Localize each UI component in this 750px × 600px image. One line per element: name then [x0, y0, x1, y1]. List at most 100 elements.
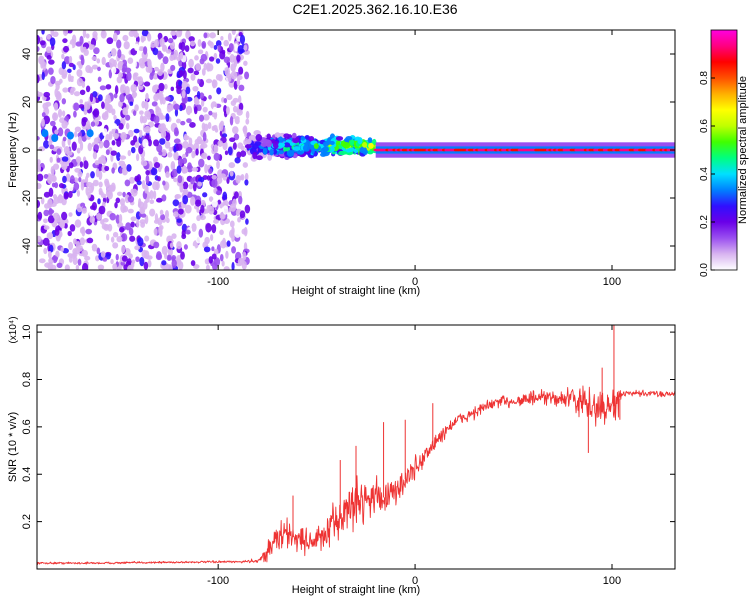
noise-blob — [181, 165, 188, 174]
noise-blob — [102, 257, 108, 262]
noise-blob — [231, 30, 236, 35]
noise-blob — [135, 153, 140, 162]
noise-blob — [43, 174, 49, 179]
noise-blob — [133, 59, 137, 68]
noise-blob — [64, 264, 70, 270]
noise-blob — [202, 132, 207, 142]
colorbar-ticks: 0.0 0.2 0.4 0.6 0.8 — [699, 71, 715, 277]
noise-blob — [77, 135, 82, 144]
noise-blob — [68, 44, 73, 51]
noise-blob — [230, 71, 238, 80]
noise-blob — [121, 166, 128, 176]
noise-blob — [190, 196, 196, 206]
noise-blob — [192, 85, 199, 92]
noise-blob — [147, 259, 152, 268]
noise-blob — [244, 179, 249, 186]
noise-blob — [153, 139, 160, 147]
noise-blob — [176, 241, 182, 250]
noise-blob — [166, 104, 172, 113]
noise-blob — [165, 113, 170, 122]
noise-blob — [141, 36, 147, 42]
noise-blob — [203, 123, 209, 132]
noise-blob — [209, 32, 217, 39]
colorbar-frame — [710, 29, 738, 271]
noise-blob — [194, 199, 202, 207]
spectrogram-y-label: Frequency (Hz) — [7, 112, 19, 188]
noise-blob — [160, 213, 166, 221]
noise-blob — [213, 152, 220, 161]
noise-blob — [101, 112, 109, 121]
noise-blob — [157, 32, 163, 40]
noise-blob — [128, 176, 135, 184]
noise-blob — [161, 149, 167, 157]
noise-blob — [68, 124, 73, 131]
noise-blob — [86, 237, 94, 244]
noise-blob — [55, 250, 60, 259]
snr-x-ticks: -100 0 100 — [207, 325, 621, 587]
noise-blob — [49, 173, 56, 182]
noise-blob — [146, 33, 152, 42]
transition-blob — [272, 141, 279, 149]
noise-blob — [159, 37, 165, 47]
noise-blob — [170, 64, 176, 71]
noise-blob — [169, 242, 174, 249]
colorbar-gradient — [711, 30, 737, 270]
noise-blob — [196, 136, 203, 145]
noise-blob — [89, 92, 94, 103]
noise-blob — [236, 78, 241, 87]
noise-blob — [127, 195, 135, 203]
noise-blob — [117, 49, 122, 59]
noise-blob — [111, 140, 116, 146]
noise-blob — [77, 258, 82, 266]
noise-blob — [71, 141, 77, 151]
noise-blob — [230, 100, 237, 106]
noise-blob — [232, 198, 237, 207]
noise-blob — [233, 43, 239, 52]
noise-blob — [120, 132, 127, 141]
noise-blob — [238, 102, 244, 111]
noise-blob — [183, 244, 188, 250]
noise-blob — [101, 56, 106, 66]
noise-blob — [162, 56, 169, 65]
colorbar: 0.0 0.2 0.4 0.6 0.8 Normalized spectral ampl… — [699, 29, 749, 277]
noise-blob — [212, 262, 218, 270]
noise-blob — [57, 127, 64, 137]
noise-blob — [177, 208, 184, 215]
noise-blob — [41, 30, 45, 35]
noise-blob — [206, 62, 211, 72]
transition-blob — [367, 137, 373, 144]
noise-blob — [203, 246, 211, 253]
noise-blob — [225, 106, 230, 115]
noise-blob — [98, 170, 103, 180]
y-tick-label: 0.4 — [21, 467, 33, 482]
noise-blob — [190, 73, 196, 81]
noise-blob — [54, 228, 60, 236]
noise-blob — [115, 253, 119, 261]
noise-blob — [196, 208, 200, 213]
noise-blob — [123, 41, 130, 50]
noise-blob — [206, 155, 211, 161]
noise-blob — [96, 58, 101, 64]
transition-blob — [274, 132, 281, 138]
noise-blob — [142, 138, 149, 148]
noise-blob — [136, 174, 142, 182]
noise-blob — [158, 123, 165, 133]
noise-blob — [234, 157, 241, 164]
noise-blob — [201, 40, 207, 49]
colorbar-tick-label: 0.8 — [699, 71, 710, 85]
noise-blob — [217, 140, 223, 147]
noise-blob — [173, 151, 179, 161]
y-tick-label: 0.6 — [21, 419, 33, 434]
noise-blob — [200, 143, 208, 149]
noise-blob — [91, 243, 98, 252]
noise-blob — [211, 198, 218, 208]
noise-blob — [167, 247, 173, 257]
noise-blob — [239, 115, 245, 124]
noise-blob — [202, 192, 208, 198]
noise-blob — [117, 62, 124, 69]
noise-blob — [225, 250, 229, 259]
noise-blob — [116, 235, 123, 243]
noise-blob — [178, 70, 184, 77]
noise-blob — [90, 44, 96, 50]
